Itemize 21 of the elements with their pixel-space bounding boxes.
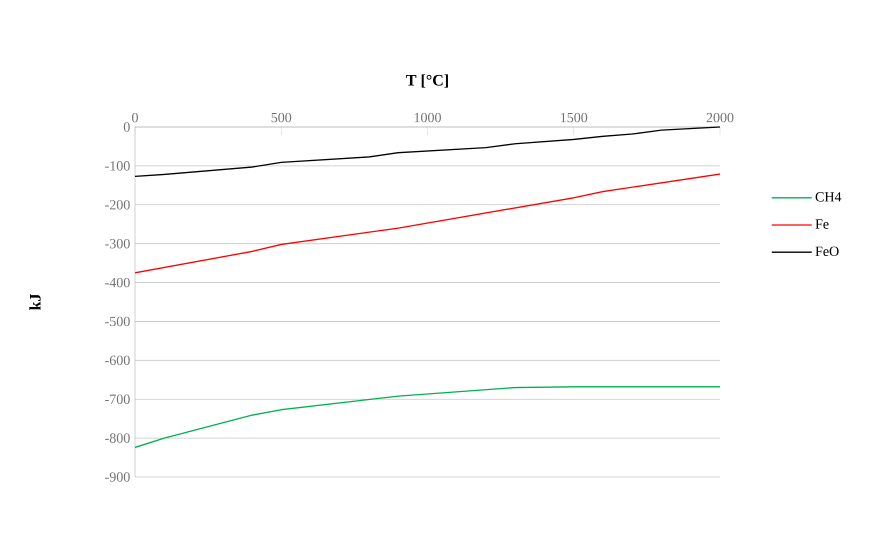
x-tick-label: 1000 (414, 112, 441, 122)
legend-label: CH4 (816, 192, 842, 202)
y-tick-label: -600 (105, 356, 130, 366)
y-tick-label: -300 (105, 238, 130, 248)
y-axis-title: kJ (29, 294, 41, 310)
legend-label: Fe (815, 219, 829, 229)
x-tick-label: 1500 (560, 112, 588, 122)
y-tick-label: -200 (105, 200, 130, 210)
y-tick-label: -700 (105, 394, 130, 404)
x-tick-label: 0 (132, 112, 138, 122)
y-tick-label: -900 (105, 472, 130, 482)
y-tick-label: -800 (105, 433, 130, 443)
x-tick-label: 2000 (706, 112, 734, 122)
legend-label: FeO (815, 246, 839, 256)
line-series (134, 386, 721, 448)
y-tick-label: 0 (124, 122, 130, 132)
y-tick-label: -500 (105, 316, 130, 326)
y-tick-label: -400 (105, 278, 130, 288)
y-tick-label: -100 (105, 161, 130, 171)
x-axis-title: T [°C] (406, 74, 448, 88)
x-tick-label: 500 (272, 112, 292, 122)
